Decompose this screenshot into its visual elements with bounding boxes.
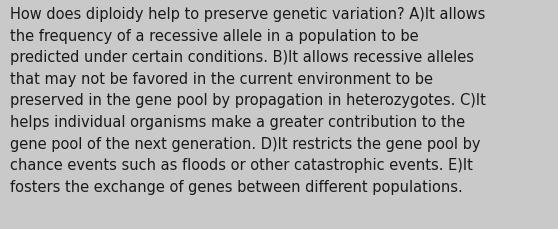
Text: How does diploidy help to preserve genetic variation? A)It allows
the frequency : How does diploidy help to preserve genet… [10, 7, 486, 194]
